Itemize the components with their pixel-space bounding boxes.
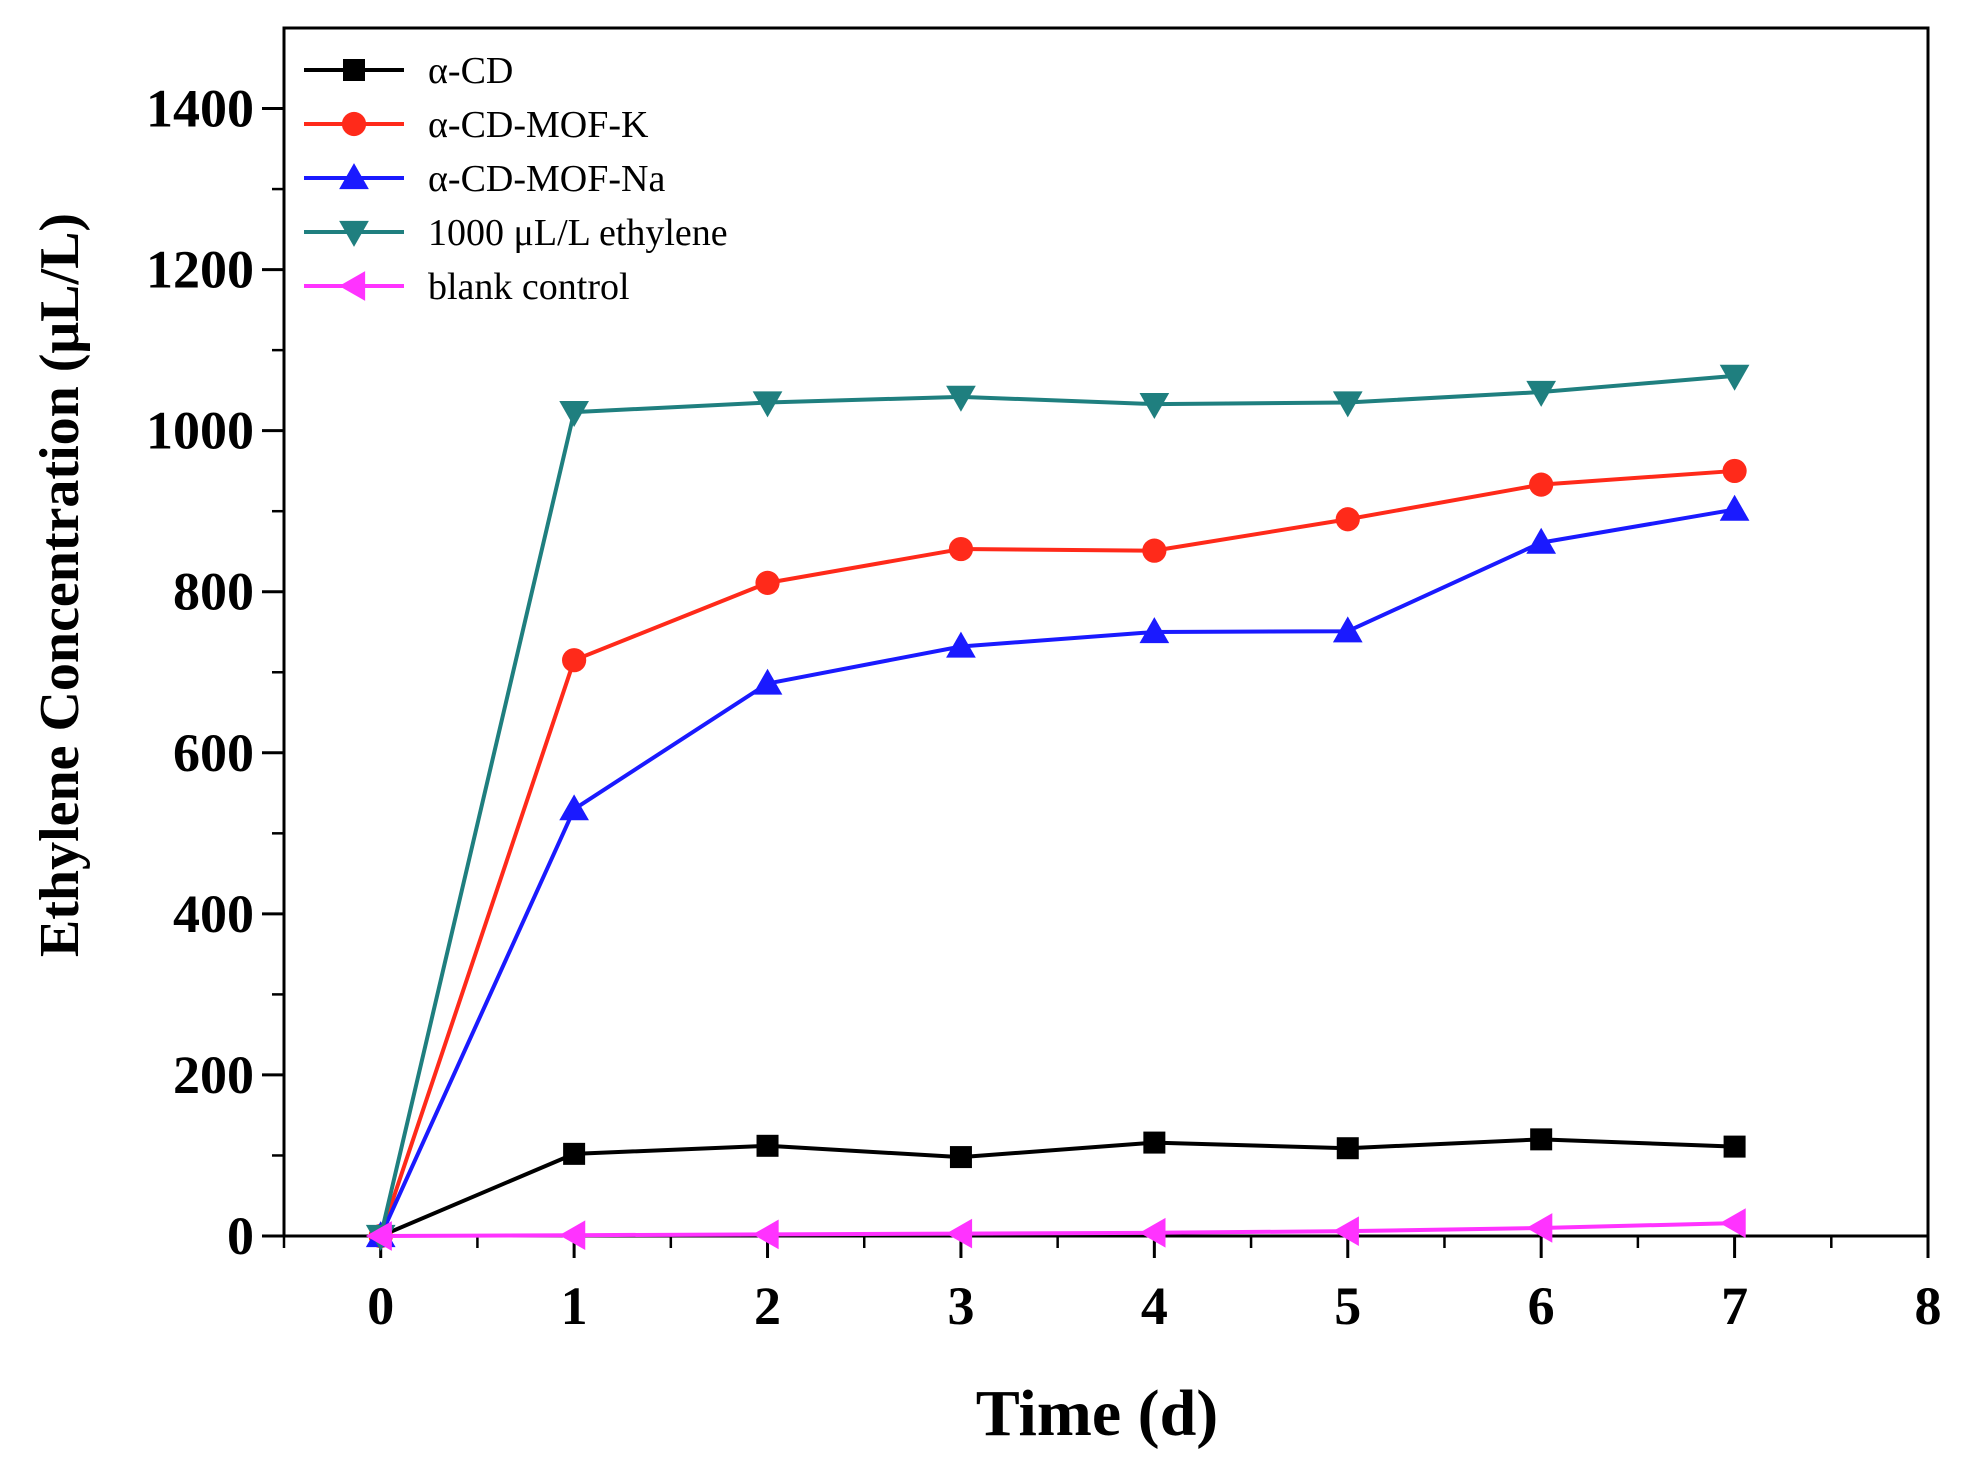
- data-point: [948, 536, 974, 562]
- legend-item: 1000 μL/L ethylene: [304, 212, 728, 254]
- data-point: [1526, 1213, 1553, 1243]
- series-4: [365, 1208, 1746, 1251]
- y-axis: 0 200 400 600 800 1000 1200 1400: [146, 79, 284, 1266]
- legend-marker: [343, 59, 365, 81]
- data-point: [559, 401, 589, 427]
- legend-marker: [339, 163, 369, 190]
- legend-item: α-CD-MOF-Na: [304, 158, 665, 200]
- x-axis: 0 1 2 3 4 5 6 7 8: [282, 1236, 1942, 1336]
- data-point: [1332, 391, 1363, 418]
- data-point: [1142, 538, 1167, 563]
- data-point: [1719, 364, 1750, 391]
- legend-label: α-CD-MOF-Na: [428, 158, 665, 200]
- data-point: [752, 391, 783, 418]
- data-point: [949, 1146, 972, 1169]
- legend-item: α-CD: [304, 50, 513, 92]
- data-point: [1719, 494, 1750, 521]
- legend-label: α-CD: [428, 50, 513, 92]
- y-tick-label: 800: [173, 562, 254, 622]
- data-point: [559, 794, 589, 821]
- y-tick-label: 400: [173, 884, 254, 944]
- data-point: [946, 1218, 973, 1249]
- y-tick-label: 1400: [146, 79, 254, 139]
- data-point: [1526, 527, 1557, 554]
- data-point: [946, 385, 976, 412]
- legend-label: 1000 μL/L ethylene: [428, 212, 728, 254]
- series-line: [378, 468, 1735, 1237]
- x-tick-label: 3: [947, 1276, 974, 1336]
- data-point: [1332, 616, 1363, 643]
- y-tick-label: 200: [173, 1045, 254, 1105]
- data-point: [1719, 1208, 1746, 1238]
- x-tick-label: 0: [367, 1276, 394, 1336]
- data-point: [562, 648, 587, 673]
- x-tick-label: 8: [1915, 1276, 1942, 1336]
- legend: α-CD α-CD-MOF-K α-CD-MOF-Na 1000 μL/L ethyl…: [304, 50, 728, 308]
- data-point: [752, 1219, 779, 1250]
- legend-marker: [341, 111, 367, 137]
- data-point: [1335, 507, 1360, 532]
- data-point: [1530, 1128, 1553, 1151]
- x-tick-label: 2: [754, 1276, 781, 1336]
- legend-label: blank control: [428, 266, 630, 308]
- x-tick-label: 4: [1141, 1276, 1168, 1336]
- data-point: [1139, 1217, 1166, 1248]
- y-tick-label: 1200: [146, 240, 254, 300]
- data-point: [1139, 392, 1170, 419]
- y-tick-label: 0: [227, 1206, 254, 1266]
- legend-item: blank control: [304, 266, 630, 308]
- data-point: [1139, 617, 1170, 644]
- series-line: [379, 1137, 1735, 1238]
- y-tick-label: 1000: [146, 401, 254, 461]
- data-point: [1336, 1137, 1359, 1160]
- series-line: [380, 1221, 1735, 1238]
- plot-frame: [282, 26, 1930, 1238]
- legend-label: α-CD-MOF-K: [428, 104, 649, 146]
- legend-marker: [339, 220, 369, 247]
- series-line: [378, 507, 1735, 1237]
- y-tick-label: 600: [173, 723, 254, 783]
- legend-marker: [339, 271, 366, 301]
- series-layer: [365, 364, 1750, 1251]
- series-2: [365, 494, 1750, 1248]
- x-tick-label: 6: [1528, 1276, 1555, 1336]
- data-point: [1529, 472, 1554, 497]
- data-point: [559, 1220, 586, 1251]
- data-point: [1143, 1131, 1166, 1154]
- x-tick-label: 1: [561, 1276, 588, 1336]
- data-point: [1332, 1216, 1359, 1247]
- series-0: [369, 1128, 1746, 1247]
- data-point: [1722, 458, 1747, 484]
- data-point: [756, 1134, 779, 1157]
- data-point: [1723, 1135, 1746, 1158]
- legend-item: α-CD-MOF-K: [304, 104, 649, 146]
- data-point: [1526, 380, 1557, 407]
- x-axis-title: Time (d): [976, 1377, 1219, 1450]
- series-line: [378, 373, 1735, 1237]
- y-axis-title: Ethylene Concentration (μL/L): [29, 213, 91, 957]
- data-point: [563, 1142, 586, 1165]
- data-point: [752, 668, 783, 695]
- x-tick-label: 7: [1721, 1276, 1748, 1336]
- data-point: [946, 631, 976, 658]
- data-point: [365, 1221, 392, 1251]
- x-tick-label: 5: [1334, 1276, 1361, 1336]
- data-point: [755, 570, 780, 595]
